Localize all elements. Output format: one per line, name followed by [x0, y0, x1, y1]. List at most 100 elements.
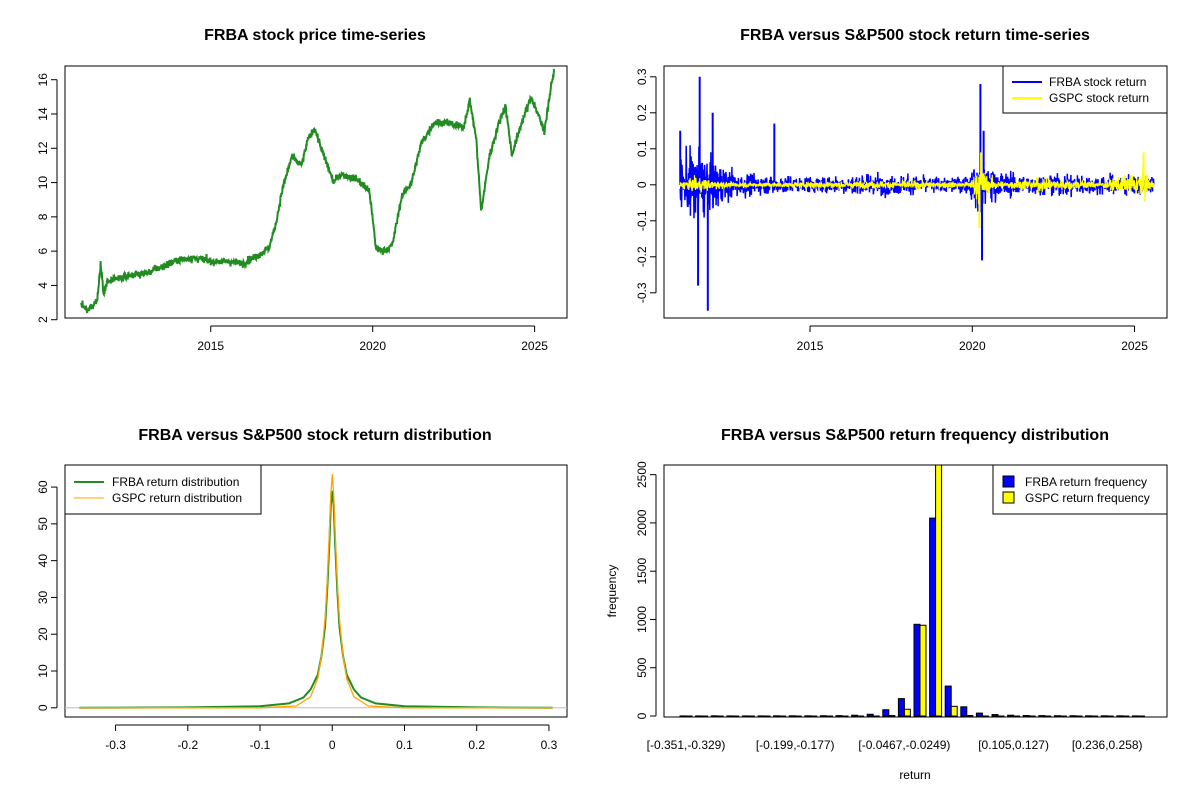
frba-frequency-bar — [788, 715, 796, 718]
frba-frequency-bar — [726, 715, 734, 718]
price-y-tick-label: 2 — [36, 316, 50, 323]
return-x-tick-label: 2015 — [797, 339, 824, 353]
density-chart-frame — [64, 464, 568, 718]
frba-frequency-bar — [1038, 715, 1046, 718]
density-chart-title: FRBA versus S&P500 stock return distribu… — [138, 427, 491, 444]
density-x-tick-label: -0.2 — [177, 738, 198, 752]
gspc-frequency-bar — [1059, 715, 1067, 718]
gspc-frequency-bar — [1137, 715, 1145, 718]
gspc-frequency-bar — [763, 715, 771, 718]
density-x-tick-label: 0.3 — [541, 738, 558, 752]
density-y-tick-label: 20 — [36, 627, 50, 641]
frba-frequency-bar — [913, 623, 921, 717]
gspc-frequency-bar — [1028, 715, 1036, 718]
return-y-tick-label: -0.2 — [635, 246, 649, 267]
gspc-frequency-bar — [825, 715, 833, 718]
price-y-tick-label: 14 — [36, 107, 50, 121]
frba-frequency-bar — [679, 715, 687, 718]
histogram-y-tick-label: 500 — [635, 657, 649, 677]
histogram-chart-title: FRBA versus S&P500 return frequency dist… — [721, 427, 1109, 444]
return-y-tick-label: 0 — [635, 181, 649, 188]
gspc-frequency-bar — [779, 715, 787, 718]
price-y-tick-label: 10 — [36, 176, 50, 190]
density-chart-plot — [65, 474, 567, 709]
gspc-frequency-bar — [872, 715, 880, 718]
frba-frequency-bar — [929, 517, 937, 717]
price-y-tick-label: 8 — [36, 213, 50, 220]
frba-frequency-bar — [991, 714, 999, 717]
frba-frequency-bar — [866, 713, 874, 717]
density-y-tick-label: 30 — [36, 590, 50, 604]
density-y-tick-label: 40 — [36, 554, 50, 568]
gspc-frequency-bar — [919, 624, 927, 717]
gspc-return-legend-label: GSPC stock return — [1049, 91, 1149, 105]
density-y-tick-label: 0 — [36, 704, 50, 711]
density-x-tick-label: -0.3 — [105, 738, 126, 752]
frba-density-line — [79, 490, 553, 709]
price-y-tick-label: 4 — [36, 282, 50, 289]
histogram-y-tick-label: 2500 — [635, 461, 649, 488]
histogram-y-tick-label: 1500 — [635, 558, 649, 585]
gspc-frequency-bar — [903, 708, 911, 717]
gspc-frequency-legend-swatch — [1002, 491, 1015, 504]
frba-price-line — [80, 69, 555, 314]
gspc-frequency-bar — [1013, 715, 1021, 718]
gspc-frequency-bar — [981, 715, 989, 718]
histogram-x-tick-label: [-0.0467,-0.0249) — [858, 738, 950, 752]
return-y-tick-label: 0.2 — [635, 104, 649, 121]
gspc-frequency-bar — [997, 715, 1005, 718]
frba-frequency-bar — [835, 715, 843, 718]
frba-frequency-bar — [882, 709, 890, 717]
histogram-chart-legend: FRBA return frequency GSPC return freque… — [992, 464, 1168, 515]
frba-frequency-bar — [1069, 715, 1077, 718]
price-chart-plot — [80, 69, 555, 314]
return-chart-panel: FRBA versus S&P500 stock return time-ser… — [635, 27, 1168, 353]
return-y-tick-label: -0.1 — [635, 210, 649, 231]
density-chart-axes: -0.3 -0.2 -0.1 0 0.1 0.2 0.3 0 10 20 30 40 50 60 — [36, 480, 558, 752]
frba-frequency-bar — [695, 715, 703, 718]
return-x-tick-label: 2025 — [1121, 339, 1148, 353]
price-y-tick-label: 12 — [36, 141, 50, 155]
gspc-frequency-bar — [1122, 715, 1130, 718]
frba-frequency-bar — [1100, 715, 1108, 718]
frba-frequency-bar — [897, 698, 905, 717]
frba-frequency-bar — [851, 714, 859, 717]
frba-frequency-bar — [773, 715, 781, 718]
return-chart-plot — [679, 76, 1155, 311]
histogram-y-tick-label: 0 — [635, 712, 649, 719]
density-legend-box — [64, 464, 262, 515]
frba-frequency-bar — [1053, 715, 1061, 718]
gspc-frequency-bar — [1106, 715, 1114, 718]
return-x-tick-label: 2020 — [959, 339, 986, 353]
price-x-tick-label: 2015 — [197, 339, 224, 353]
gspc-frequency-bar — [810, 715, 818, 718]
density-x-tick-label: 0.2 — [468, 738, 485, 752]
density-y-tick-label: 10 — [36, 664, 50, 678]
price-chart-axes: 2015 2020 2025 2 4 6 8 10 12 14 16 — [36, 73, 548, 353]
gspc-frequency-bar — [966, 715, 974, 718]
histogram-y-tick-label: 1000 — [635, 606, 649, 633]
density-chart-panel: FRBA versus S&P500 stock return distribu… — [36, 427, 568, 752]
gspc-return-line — [679, 164, 1155, 205]
gspc-frequency-bar — [857, 715, 865, 718]
gspc-frequency-bar — [685, 715, 693, 718]
histogram-legend-box — [992, 464, 1168, 515]
price-y-tick-label: 16 — [36, 73, 50, 87]
frba-frequency-bar — [1085, 715, 1093, 718]
gspc-frequency-legend-label: GSPC return frequency — [1025, 491, 1150, 505]
frba-frequency-bar — [1007, 714, 1015, 717]
frba-frequency-bar — [1022, 715, 1030, 718]
price-x-tick-label: 2025 — [521, 339, 548, 353]
histogram-chart-frame — [663, 464, 1168, 718]
frba-frequency-bar — [975, 712, 983, 717]
frba-frequency-legend-label: FRBA return frequency — [1025, 475, 1147, 489]
gspc-frequency-bar — [1075, 715, 1083, 718]
density-chart-legend: FRBA return distribution GSPC return dis… — [64, 464, 262, 515]
frba-frequency-legend-swatch — [1002, 475, 1015, 488]
gspc-frequency-bar — [1091, 715, 1099, 718]
histogram-x-tick-label: [-0.351,-0.329) — [647, 738, 726, 752]
frba-frequency-bar — [944, 685, 952, 717]
gspc-frequency-bar — [950, 705, 958, 717]
gspc-frequency-bar — [935, 464, 943, 717]
